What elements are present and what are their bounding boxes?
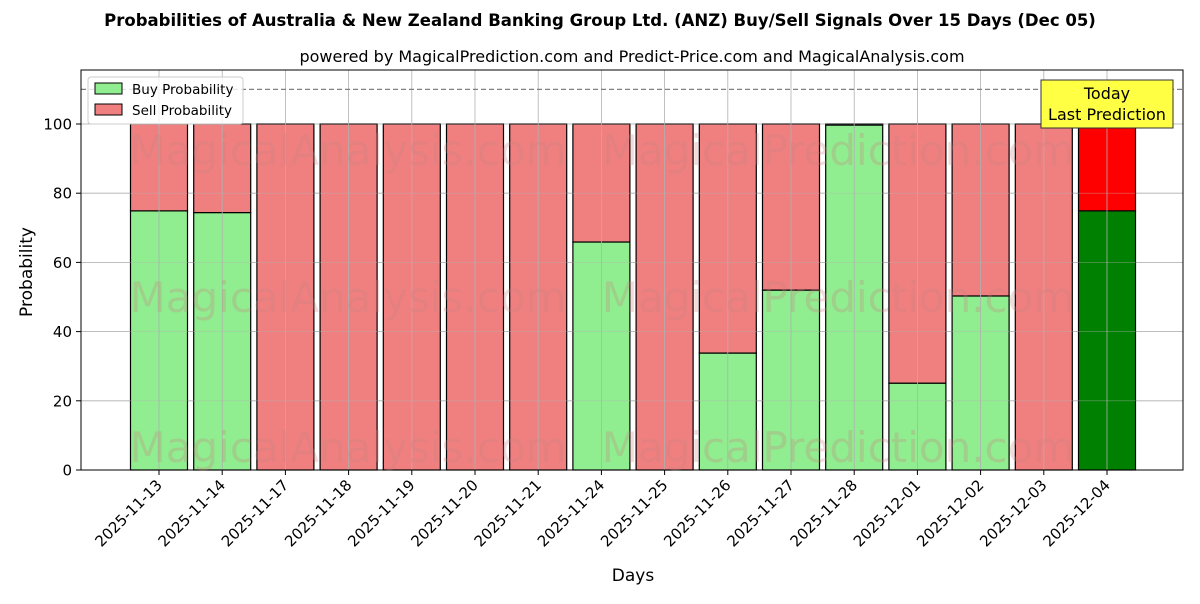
y-axis-ticks: 0 20 40 60 80 100 — [43, 116, 81, 480]
x-tick-label: 2025-11-21 — [471, 476, 545, 550]
x-tick-label: 2025-11-20 — [407, 476, 481, 550]
y-tick-label: 0 — [62, 462, 72, 480]
x-tick-label: 2025-11-26 — [660, 476, 734, 550]
legend-swatch-sell — [94, 103, 123, 116]
y-tick-label: 40 — [53, 323, 72, 341]
y-tick-label: 100 — [43, 116, 72, 134]
x-tick-label: 2025-11-27 — [723, 476, 797, 550]
svg-text:MagicalPrediction.com: MagicalPrediction.com — [602, 273, 1075, 322]
today-annotation: Today Last Prediction — [1040, 79, 1174, 129]
legend-swatch-buy — [94, 82, 123, 95]
legend: Buy Probability Sell Probability — [87, 76, 244, 125]
legend-label-buy: Buy Probability — [132, 82, 233, 98]
watermark-text: MagicalAnalysis.com MagicalPrediction.com… — [130, 126, 1075, 472]
vertical-grid-lines — [81, 70, 1183, 471]
x-tick-label: 2025-11-24 — [534, 476, 608, 550]
x-tick-label: 2025-11-17 — [218, 476, 292, 550]
x-axis-ticks: 2025-11-132025-11-142025-11-172025-11-18… — [91, 470, 1114, 550]
y-tick-label: 80 — [53, 185, 72, 203]
svg-text:MagicalAnalysis.com: MagicalAnalysis.com — [130, 273, 567, 322]
svg-text:MagicalAnalysis.com: MagicalAnalysis.com — [130, 423, 567, 472]
svg-text:MagicalPrediction.com: MagicalPrediction.com — [602, 423, 1075, 472]
annotation-line-2: Last Prediction — [1048, 105, 1166, 124]
y-tick-label: 60 — [53, 254, 72, 272]
x-tick-label: 2025-11-25 — [597, 476, 671, 550]
x-tick-label: 2025-11-13 — [91, 476, 165, 550]
x-tick-label: 2025-11-28 — [787, 476, 861, 550]
bar-group — [129, 123, 189, 471]
x-tick-label: 2025-12-04 — [1039, 476, 1113, 550]
annotation-line-1: Today — [1083, 84, 1130, 103]
y-tick-label: 20 — [53, 392, 72, 410]
chart-title: Probabilities of Australia & New Zealand… — [104, 11, 1096, 30]
x-tick-label: 2025-11-14 — [155, 476, 229, 550]
legend-label-sell: Sell Probability — [132, 103, 232, 119]
x-tick-label: 2025-11-18 — [281, 476, 355, 550]
x-axis-label: Days — [612, 566, 655, 586]
x-tick-label: 2025-12-03 — [976, 476, 1050, 550]
axes — [80, 69, 1184, 471]
x-tick-label: 2025-12-02 — [913, 476, 987, 550]
svg-text:MagicalPrediction.com: MagicalPrediction.com — [602, 126, 1075, 175]
chart-subtitle: powered by MagicalPrediction.com and Pre… — [299, 47, 964, 66]
x-tick-label: 2025-12-01 — [850, 476, 924, 550]
svg-text:MagicalAnalysis.com: MagicalAnalysis.com — [130, 126, 567, 175]
x-tick-label: 2025-11-19 — [344, 476, 418, 550]
y-axis-label: Probability — [17, 227, 37, 317]
